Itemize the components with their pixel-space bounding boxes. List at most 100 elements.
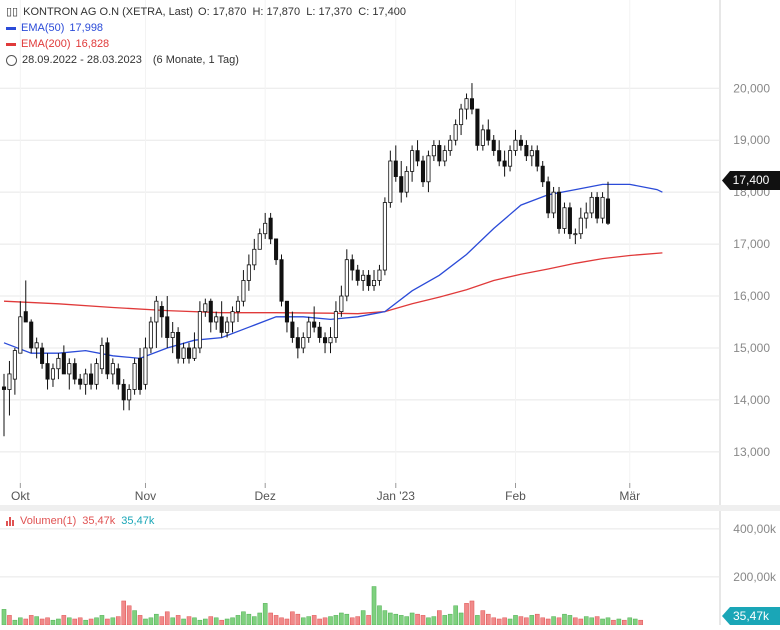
candle-body [502,160,507,167]
volume-bar [600,618,605,626]
ema50-swatch [6,26,16,30]
candle [431,140,436,161]
candle [78,373,83,390]
volume-bar [420,615,426,626]
candle [355,264,360,286]
candle-body [361,274,366,281]
candle [437,140,442,167]
candle [279,254,284,307]
candle-body [420,160,426,183]
volume-bar [349,617,355,626]
volume-bar [605,617,611,626]
candle [127,384,132,411]
candle [121,379,126,411]
candle-body [274,238,279,261]
candle [170,322,175,354]
candle-body [410,150,415,172]
volume-bar [77,617,83,626]
candle [491,135,496,156]
volume-bar [562,613,567,626]
volume-bar [110,617,116,626]
volume-bar [1,609,7,626]
candle-body [333,311,338,338]
candle-body [431,145,436,157]
volume-bar [426,617,431,626]
candle [524,140,529,161]
candle-body [176,331,181,359]
volume-bar [398,615,404,626]
volume-bar [126,605,132,626]
candle-body [535,150,540,167]
candle-body [497,150,502,162]
volume-bar [230,617,235,626]
candle [40,342,45,369]
candle-body [67,363,72,375]
candle [1,373,7,437]
candle-body [83,373,88,385]
volume-bar [279,617,284,626]
volume-bar [306,616,312,626]
volume-bar [192,617,197,626]
volume-tick-label: 200,00k [733,570,777,584]
candle-body [584,212,589,219]
ema200-line [3,252,663,315]
candle-body [110,363,115,375]
candle [99,337,104,374]
candle-body [12,350,17,380]
candle-body [148,321,153,349]
volume-bar [431,616,437,626]
volume-bar [83,619,88,626]
candle [317,322,322,343]
volume-bar [524,617,529,626]
volume-bar [164,611,170,626]
candle [508,145,513,172]
clock-icon [6,54,17,66]
ema50-line [3,183,663,360]
price-tick-label: 19,000 [733,133,770,147]
candle-body [388,160,393,203]
volume-bar [300,617,306,626]
volume-bar [72,618,78,626]
candle [567,202,572,239]
volume-bar [415,613,420,626]
volume-bar [224,618,230,626]
candle-body [578,217,583,235]
volume-bar [578,618,584,626]
volume-bar [529,615,535,626]
candle-body [442,150,447,162]
candle-body [241,280,246,302]
candle-body [328,337,333,344]
candle-body [317,326,322,338]
volume-legend: Volumen(1) 35,47k 35,47k [6,515,154,527]
time-tick-label: Feb [505,489,526,503]
volume-bar [61,615,67,626]
volume-bar [583,616,589,626]
volume-bar [28,615,34,626]
volume-bar [622,619,627,626]
volume-bar [393,613,399,626]
ema200-label: EMA(200) [21,38,71,50]
candle [257,228,262,250]
candle-body [546,181,551,214]
chart-type-icon: ▯▯ [6,6,19,18]
candle-body [480,129,485,146]
candle [344,249,349,302]
candle [165,296,170,348]
candle [399,161,404,203]
candle [235,296,241,322]
volume-bar [203,618,208,626]
volume-bar [148,617,154,626]
candle [301,332,306,354]
candle-body [99,344,104,370]
volume-bar [143,618,148,626]
candle [513,129,518,156]
candle-body [301,337,306,349]
candle [186,342,192,364]
candle [274,238,279,265]
chart-legend: ▯▯ KONTRON AG O.N (XETRA, Last) O: 17,87… [6,4,406,68]
price-tick-label: 17,000 [733,237,770,251]
candle [241,270,246,307]
candle [393,145,398,182]
candle-body [464,98,469,110]
